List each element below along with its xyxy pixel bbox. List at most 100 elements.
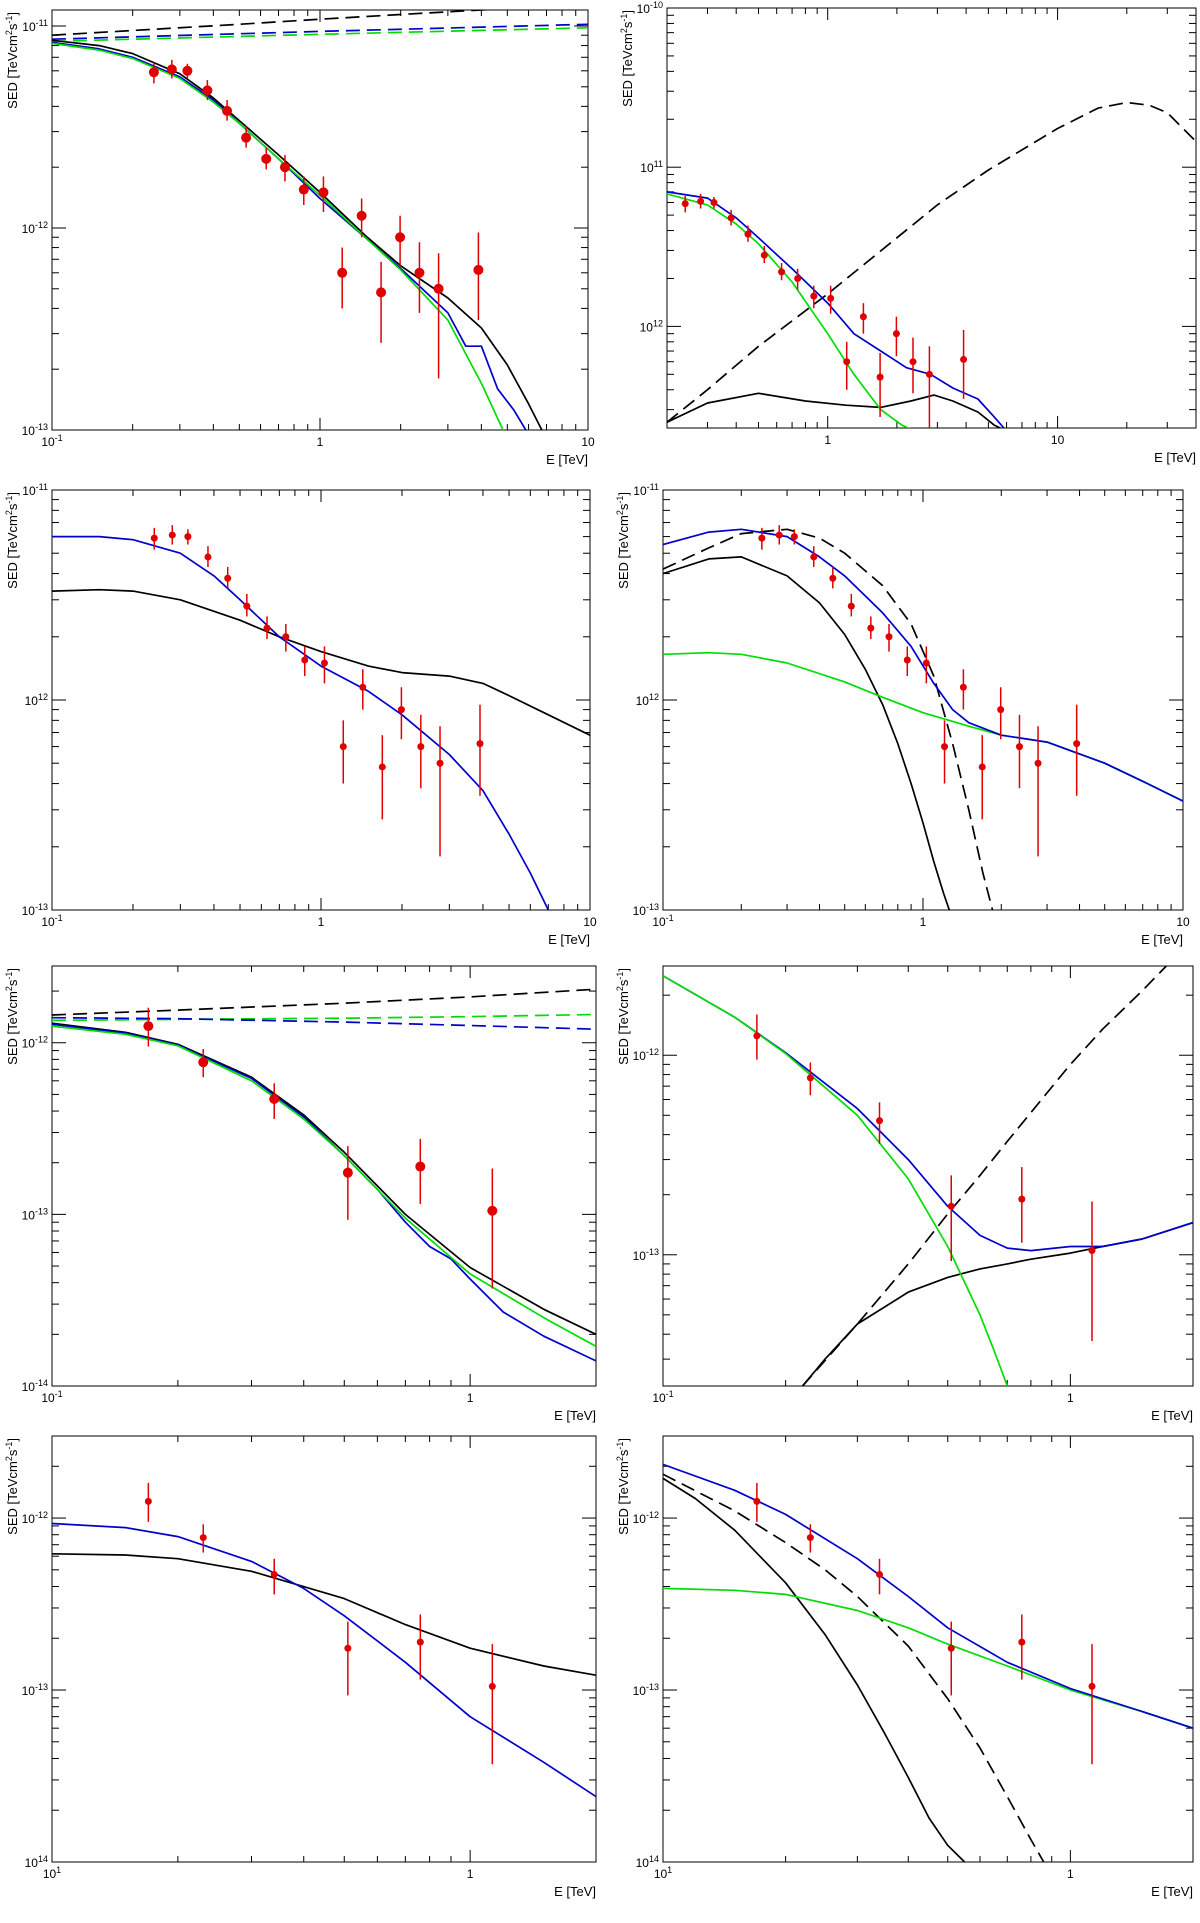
series-line-green [52,1025,596,1348]
data-point [1073,740,1081,748]
data-points [753,1482,1096,1765]
data-point [433,283,444,294]
data-point [753,1032,761,1040]
y-tick-label: 1014 [25,1854,48,1870]
y-tick-label: 10-13 [22,1206,48,1222]
y-tick-label: 10-13 [633,1247,659,1263]
data-point [395,232,406,243]
series-line-green [663,975,1009,1386]
series-line-blue [52,1522,596,1798]
x-tick-label: 1 [317,435,324,449]
x-tick-label: 10 [1051,433,1065,447]
axis-ticks [51,489,591,911]
data-point [344,1644,352,1652]
data-point [204,553,212,561]
data-point [279,162,290,173]
data-point [876,1117,884,1125]
axis-ticks [662,1435,1194,1863]
x-tick-label: 101 [43,1865,61,1881]
series-line-black-dashed [663,528,994,910]
data-point [727,214,735,222]
data-point [416,1638,424,1646]
data-point [941,743,949,751]
series-line-blue-dashed [52,23,588,41]
data-point [270,1570,278,1578]
data-point [758,534,766,542]
data-point [1034,759,1042,767]
chart-panel-third-left: 10-1 1 10-14 10-13 10-12 E [TeV] SED [TeVcm2s-… [4,965,597,1423]
y-tick-label: 10-14 [22,1378,48,1394]
data-point [143,1021,154,1032]
plot-frame [662,965,1194,1387]
x-tick-label: 1 [318,915,325,929]
data-point [222,105,233,116]
data-point [473,264,484,275]
data-point [681,200,689,208]
y-axis-label: SED [TeVcm2s-1] [615,1438,631,1535]
data-points [753,1014,1096,1341]
x-tick-label: 1 [467,1391,474,1405]
series-line-blue [52,1023,596,1362]
data-point [378,763,386,771]
data-point [909,358,917,366]
model-curves [52,1522,596,1798]
y-tick-label: 10-11 [22,18,48,34]
data-point [794,274,802,282]
y-tick-label: 10-10 [637,0,663,16]
y-tick-label: 10-13 [22,422,48,438]
axis-ticks [51,10,589,431]
data-point [417,743,425,751]
data-point [282,633,290,641]
plot-frame [51,965,597,1387]
plot-frame [51,1435,597,1863]
chart-panel-third-right: 10-1 1 10-13 10-12 E [TeV] SED [TeVcm2s-1] [615,965,1194,1423]
data-point [1018,1195,1026,1203]
data-point [414,267,425,278]
data-point [356,210,367,221]
data-point [166,64,177,75]
data-points [144,1482,496,1765]
data-point [376,287,387,298]
series-line-black [663,556,951,910]
data-point [243,602,251,610]
y-tick-label: 10-12 [22,1510,48,1526]
data-point [710,199,718,207]
model-curves [667,101,1196,428]
y-tick-label: 1012 [636,692,659,708]
data-point [859,313,867,321]
data-point [806,1074,814,1082]
x-tick-label: 10 [1176,915,1190,929]
plot-frame [662,1435,1194,1863]
x-tick-label: 10 [583,915,597,929]
x-axis-label: E [TeV] [1151,1884,1193,1899]
x-tick-label: 1 [1067,1391,1074,1405]
series-line-black [52,1552,596,1677]
model-curves [52,535,590,910]
x-axis-label: E [TeV] [546,452,588,467]
data-point [301,656,309,664]
data-point [337,267,348,278]
data-points [681,193,968,428]
series-line-blue [663,528,1183,802]
y-tick-label: 10-11 [633,482,659,498]
data-point [876,1570,884,1578]
data-point [959,683,967,691]
data-point [806,1534,814,1542]
x-axis-label: E [TeV] [554,1408,596,1423]
data-point [148,67,159,78]
data-point [298,184,309,195]
data-point [1088,1682,1096,1690]
x-tick-label: 10-1 [652,1389,673,1405]
chart-panel-bottom-right: 101 1 1014 10-13 10-12 E [TeV] SED [TeVcm2s-1] [615,1435,1194,1899]
x-tick-label: 1 [824,433,831,447]
data-point [827,294,835,302]
data-point [144,1497,152,1505]
data-point [1018,1638,1026,1646]
data-point [867,624,875,632]
data-point [269,1094,280,1105]
data-point [261,153,272,164]
chart-panel-top-right: 1 10 1012 1011 10-10 E [TeV] SED [TeVcm2s-1] [619,0,1197,465]
x-axis-label: E [TeV] [1154,450,1196,465]
axis-ticks [51,1435,597,1863]
